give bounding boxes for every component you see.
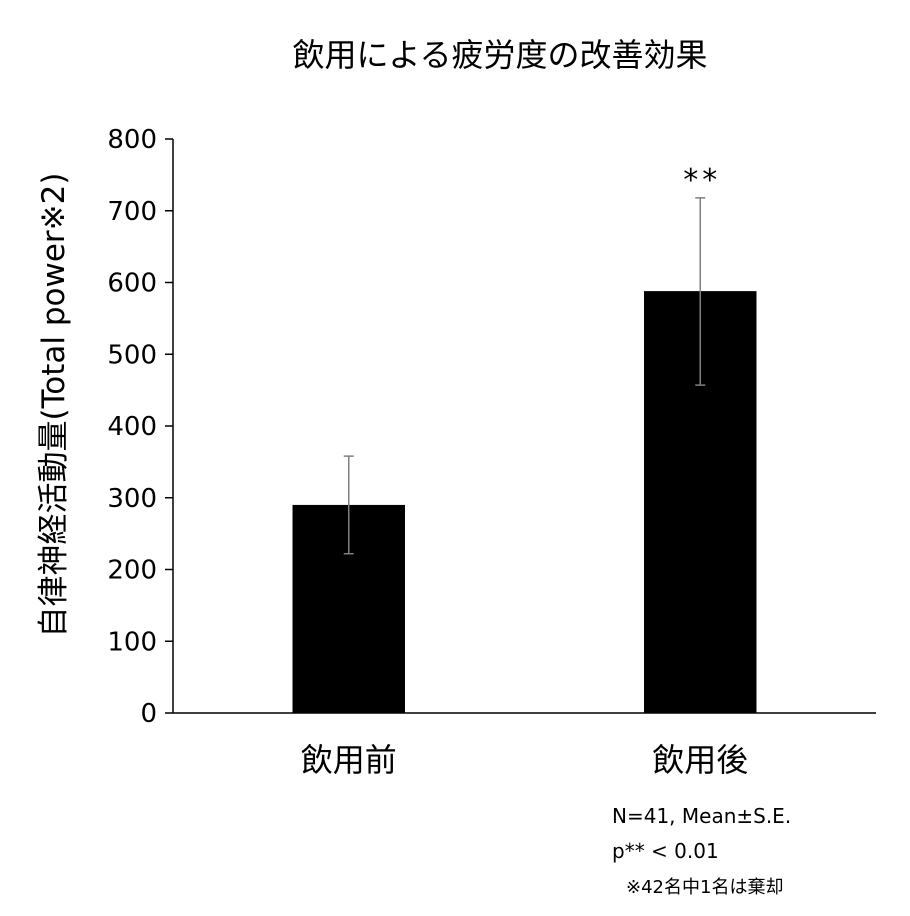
y-tick-label: 0 — [140, 699, 157, 729]
y-tick-label: 800 — [107, 125, 157, 155]
y-tick-label: 600 — [107, 269, 157, 299]
y-ticks: 0 100 200 300 400 500 600 700 800 — [107, 125, 173, 729]
y-tick-label: 100 — [107, 627, 157, 657]
significance-markers: ** — [683, 163, 721, 198]
chart-title: 飲用による疲労度の改善効果 — [292, 36, 707, 74]
error-bars — [343, 197, 706, 555]
note-n-mean: N=41, Mean±S.E. — [612, 804, 791, 828]
note-p-value: p** < 0.01 — [612, 839, 719, 863]
note-excluded: ※42名中1名は棄却 — [626, 877, 783, 898]
y-tick-label: 200 — [107, 556, 157, 586]
significance-marker: ** — [683, 163, 721, 198]
y-axis-label: 自律神経活動量(Total power※2) — [36, 173, 72, 638]
y-tick-label: 300 — [107, 484, 157, 514]
y-tick-label: 700 — [107, 197, 157, 227]
bars — [292, 291, 757, 713]
y-tick-label: 400 — [107, 412, 157, 442]
x-category-label: 飲用前 — [301, 741, 397, 779]
x-category-label: 飲用後 — [652, 741, 748, 779]
y-tick-label: 500 — [107, 340, 157, 370]
x-categories: 飲用前 飲用後 — [301, 741, 749, 779]
